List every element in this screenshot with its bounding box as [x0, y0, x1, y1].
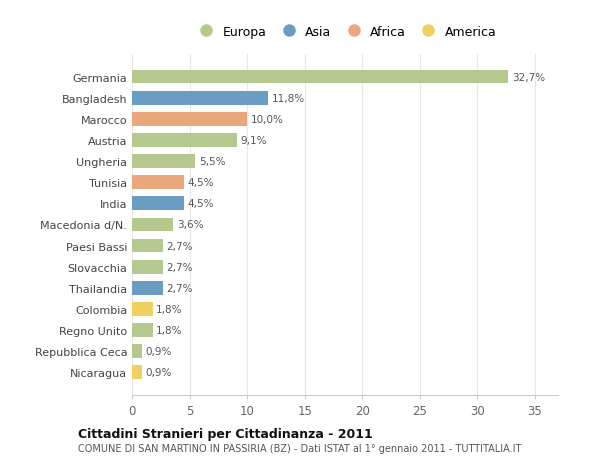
Text: 2,7%: 2,7% — [167, 241, 193, 251]
Bar — [132, 324, 153, 337]
Bar — [132, 197, 184, 211]
Text: 2,7%: 2,7% — [167, 262, 193, 272]
Legend: Europa, Asia, Africa, America: Europa, Asia, Africa, America — [188, 21, 502, 44]
Text: 11,8%: 11,8% — [271, 94, 304, 103]
Text: 32,7%: 32,7% — [512, 73, 545, 82]
Text: COMUNE DI SAN MARTINO IN PASSIRIA (BZ) - Dati ISTAT al 1° gennaio 2011 - TUTTITA: COMUNE DI SAN MARTINO IN PASSIRIA (BZ) -… — [78, 443, 521, 453]
Bar — [132, 218, 173, 232]
Bar — [132, 176, 184, 190]
Text: 4,5%: 4,5% — [187, 199, 214, 209]
Bar — [132, 134, 237, 147]
Text: 5,5%: 5,5% — [199, 157, 225, 167]
Bar — [132, 260, 163, 274]
Text: 3,6%: 3,6% — [177, 220, 203, 230]
Bar — [132, 281, 163, 295]
Bar — [132, 366, 142, 379]
Text: 1,8%: 1,8% — [156, 325, 182, 335]
Bar — [132, 71, 508, 84]
Text: 9,1%: 9,1% — [240, 135, 267, 146]
Bar — [132, 345, 142, 358]
Text: 2,7%: 2,7% — [167, 283, 193, 293]
Bar — [132, 92, 268, 105]
Text: Cittadini Stranieri per Cittadinanza - 2011: Cittadini Stranieri per Cittadinanza - 2… — [78, 427, 373, 440]
Bar — [132, 112, 247, 126]
Text: 4,5%: 4,5% — [187, 178, 214, 188]
Bar — [132, 302, 153, 316]
Bar — [132, 239, 163, 253]
Text: 1,8%: 1,8% — [156, 304, 182, 314]
Bar — [132, 155, 196, 168]
Text: 0,9%: 0,9% — [146, 347, 172, 356]
Text: 10,0%: 10,0% — [251, 115, 283, 124]
Text: 0,9%: 0,9% — [146, 368, 172, 377]
